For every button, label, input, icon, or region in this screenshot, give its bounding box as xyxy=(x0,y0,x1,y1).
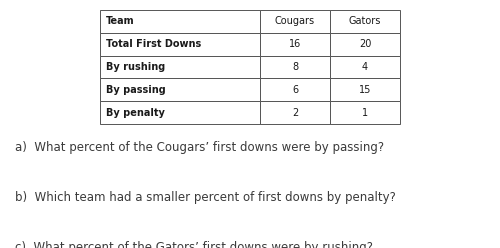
Bar xyxy=(330,78,400,101)
Bar xyxy=(330,10,400,33)
Bar xyxy=(100,33,260,56)
Bar xyxy=(330,33,400,56)
Bar xyxy=(260,33,330,56)
Text: By passing: By passing xyxy=(106,85,166,95)
Text: 16: 16 xyxy=(289,39,301,49)
Bar xyxy=(100,56,260,78)
Text: 1: 1 xyxy=(362,108,368,118)
Text: By rushing: By rushing xyxy=(106,62,165,72)
Bar xyxy=(260,10,330,33)
Text: Cougars: Cougars xyxy=(275,16,315,26)
Bar xyxy=(330,56,400,78)
Text: b)  Which team had a smaller percent of first downs by penalty?: b) Which team had a smaller percent of f… xyxy=(15,191,396,204)
Text: 4: 4 xyxy=(362,62,368,72)
Bar xyxy=(100,10,260,33)
Text: Team: Team xyxy=(106,16,134,26)
Text: 6: 6 xyxy=(292,85,298,95)
Bar xyxy=(100,101,260,124)
Bar xyxy=(260,56,330,78)
Text: 8: 8 xyxy=(292,62,298,72)
Text: By penalty: By penalty xyxy=(106,108,165,118)
Text: Total First Downs: Total First Downs xyxy=(106,39,201,49)
Text: a)  What percent of the Cougars’ first downs were by passing?: a) What percent of the Cougars’ first do… xyxy=(15,141,384,154)
Text: 15: 15 xyxy=(359,85,371,95)
Text: 2: 2 xyxy=(292,108,298,118)
Text: c)  What percent of the Gators’ first downs were by rushing?: c) What percent of the Gators’ first dow… xyxy=(15,241,373,248)
Bar xyxy=(260,101,330,124)
Bar xyxy=(260,78,330,101)
Bar xyxy=(100,78,260,101)
Bar xyxy=(330,101,400,124)
Text: Gators: Gators xyxy=(349,16,381,26)
Text: 20: 20 xyxy=(359,39,371,49)
